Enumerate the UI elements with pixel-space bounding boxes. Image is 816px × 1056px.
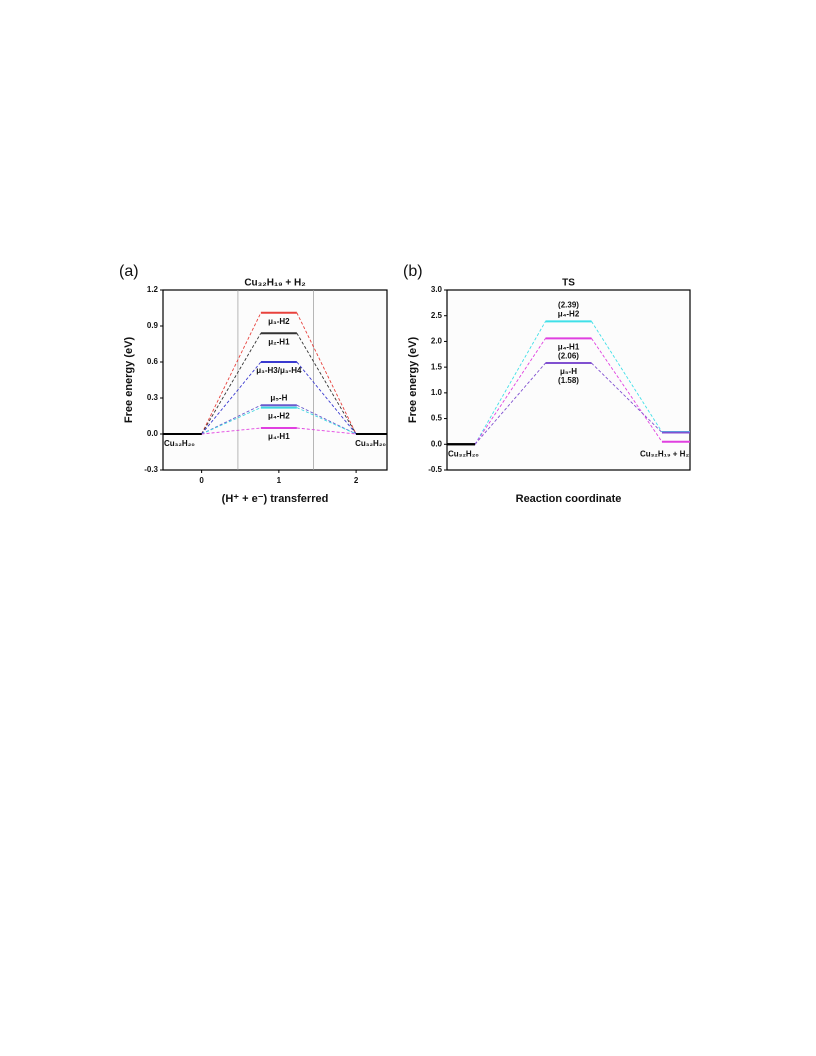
connector (201, 332, 262, 435)
y-tick-label: 1.0 (431, 388, 443, 397)
y-tick-label: 0.6 (147, 357, 159, 366)
value-label: (2.39) (558, 300, 579, 309)
connector (296, 404, 357, 435)
connector (296, 312, 357, 435)
x-axis-label: (H⁺ + e⁻) transferred (222, 493, 329, 505)
panel-label: (b) (403, 263, 423, 280)
y-tick-label: 2.0 (431, 337, 443, 346)
connector (591, 321, 663, 433)
level-label: μ₅-H (560, 367, 577, 376)
level-label: μ₄-H1 (268, 432, 290, 441)
endpoint-label: Cu₃₂H₁₉ + H₂ (640, 449, 690, 458)
panel-label: (a) (119, 263, 139, 280)
plot-frame (446, 289, 691, 471)
value-label: (2.06) (558, 351, 579, 360)
level-label: μ₃-H2 (268, 317, 290, 326)
connector (201, 312, 262, 435)
y-tick-label: 1.5 (431, 362, 443, 371)
y-tick-label: -0.3 (144, 465, 158, 474)
y-tick-label: 0.0 (431, 439, 443, 448)
connector (474, 321, 546, 445)
value-label: (1.58) (558, 376, 579, 385)
connector (296, 332, 357, 435)
y-tick-label: 3.0 (431, 285, 443, 294)
connector (296, 407, 357, 435)
y-tick-label: 1.2 (147, 285, 159, 294)
x-tick-label: 1 (277, 476, 282, 485)
connector (474, 338, 546, 445)
connector (474, 362, 546, 445)
endpoint-label: Cu₃₂H₂₀ (164, 439, 195, 448)
endpoint-label: Cu₃₂H₂₀ (355, 439, 386, 448)
x-tick-label: 2 (354, 476, 359, 485)
chart-title: TS (562, 278, 575, 289)
x-axis-label: Reaction coordinate (516, 493, 622, 505)
level-label: μ₄-H2 (268, 412, 290, 421)
plot-frame (162, 289, 388, 471)
connector (201, 407, 262, 435)
level-label: μ₄-H1 (558, 342, 580, 351)
endpoint-label: Cu₃₂H₂₀ (448, 449, 479, 458)
y-axis-label: Free energy (eV) (123, 337, 135, 424)
y-tick-label: 0.0 (147, 429, 159, 438)
x-tick-label: 0 (199, 476, 204, 485)
y-axis-label: Free energy (eV) (407, 337, 419, 424)
connector (201, 361, 262, 435)
chart-title: Cu₃₂H₁₉ + H₂ (244, 278, 305, 289)
level-label: μ₃-H3/μ₃-H4 (256, 366, 302, 375)
y-tick-label: 0.5 (431, 414, 443, 423)
y-tick-label: 0.3 (147, 393, 159, 402)
connector (296, 361, 357, 435)
y-tick-label: 2.5 (431, 311, 443, 320)
y-tick-label: 0.9 (147, 321, 159, 330)
connector (591, 338, 663, 442)
level-label: μ₂-H1 (268, 337, 290, 346)
y-tick-label: -0.5 (428, 465, 442, 474)
level-label: μ₅-H (270, 393, 287, 402)
level-label: μ₄-H2 (558, 309, 580, 318)
connector (591, 362, 663, 433)
